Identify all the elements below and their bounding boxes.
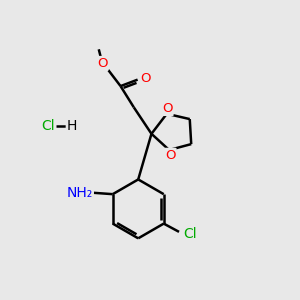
Text: O: O (97, 57, 108, 70)
Text: Cl: Cl (42, 119, 55, 134)
Text: O: O (162, 102, 172, 115)
Text: O: O (141, 72, 151, 85)
Text: H: H (67, 119, 77, 134)
Text: NH₂: NH₂ (67, 186, 93, 200)
Text: O: O (165, 149, 175, 162)
Text: Cl: Cl (183, 227, 197, 241)
